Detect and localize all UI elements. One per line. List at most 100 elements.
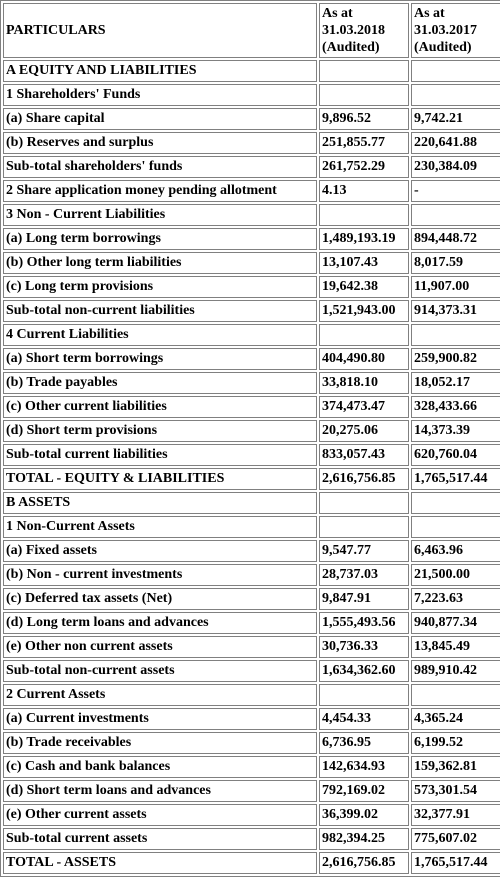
- row-label: (b) Trade payables: [3, 372, 317, 394]
- value-2017: 940,877.34: [411, 612, 500, 634]
- table-row: (c) Long term provisions 19,642.38 11,907.…: [3, 276, 500, 298]
- row-label: Sub-total current liabilities: [3, 444, 317, 466]
- value-2018: 33,818.10: [319, 372, 409, 394]
- table-row: 4 Current Liabilities: [3, 324, 500, 346]
- value-2017: 894,448.72: [411, 228, 500, 250]
- table-row: (b) Non - current investments 28,737.03 21…: [3, 564, 500, 586]
- value-2017: 230,384.09: [411, 156, 500, 178]
- row-label: B ASSETS: [3, 492, 317, 514]
- row-label: (e) Other current assets: [3, 804, 317, 826]
- row-label: (a) Share capital: [3, 108, 317, 130]
- table-row: Sub-total non-current assets 1,634,362.60…: [3, 660, 500, 682]
- table-row: (c) Other current liabilities 374,473.47 3…: [3, 396, 500, 418]
- row-label: A EQUITY AND LIABILITIES: [3, 60, 317, 82]
- value-2018: 1,555,493.56: [319, 612, 409, 634]
- value-2017: 13,845.49: [411, 636, 500, 658]
- row-label: 1 Non-Current Assets: [3, 516, 317, 538]
- value-2018: 792,169.02: [319, 780, 409, 802]
- header-particulars: PARTICULARS: [3, 3, 317, 58]
- row-label: Sub-total non-current assets: [3, 660, 317, 682]
- value-2018: 13,107.43: [319, 252, 409, 274]
- table-row: 3 Non - Current Liabilities: [3, 204, 500, 226]
- row-label: (c) Cash and bank balances: [3, 756, 317, 778]
- value-2018: 2,616,756.85: [319, 468, 409, 490]
- value-2017: 11,907.00: [411, 276, 500, 298]
- value-2017: [411, 684, 500, 706]
- value-2018: 9,547.77: [319, 540, 409, 562]
- value-2017: [411, 324, 500, 346]
- row-label: (b) Non - current investments: [3, 564, 317, 586]
- row-label: Sub-total shareholders' funds: [3, 156, 317, 178]
- value-2017: [411, 204, 500, 226]
- row-label: (a) Current investments: [3, 708, 317, 730]
- value-2017: 4,365.24: [411, 708, 500, 730]
- value-2018: 36,399.02: [319, 804, 409, 826]
- value-2018: 4,454.33: [319, 708, 409, 730]
- table-row: 2 Share application money pending allotm…: [3, 180, 500, 202]
- row-label: 4 Current Liabilities: [3, 324, 317, 346]
- table-row: (d) Short term loans and advances 792,169…: [3, 780, 500, 802]
- table-row: (a) Share capital 9,896.52 9,742.21: [3, 108, 500, 130]
- value-2017: 7,223.63: [411, 588, 500, 610]
- value-2017: 9,742.21: [411, 108, 500, 130]
- table-row: 2 Current Assets: [3, 684, 500, 706]
- row-label: (c) Long term provisions: [3, 276, 317, 298]
- table-row: TOTAL - EQUITY & LIABILITIES 2,616,756.85…: [3, 468, 500, 490]
- value-2017: 1,765,517.44: [411, 852, 500, 874]
- value-2018: 251,855.77: [319, 132, 409, 154]
- table-row: (a) Long term borrowings 1,489,193.19 894,…: [3, 228, 500, 250]
- table-row: TOTAL - ASSETS 2,616,756.85 1,765,517.44: [3, 852, 500, 874]
- value-2018: [319, 492, 409, 514]
- header-col-2017: As at 31.03.2017 (Audited): [411, 3, 500, 58]
- row-label: (b) Reserves and surplus: [3, 132, 317, 154]
- value-2018: 261,752.29: [319, 156, 409, 178]
- value-2017: -: [411, 180, 500, 202]
- value-2017: 775,607.02: [411, 828, 500, 850]
- value-2018: [319, 204, 409, 226]
- value-2018: 982,394.25: [319, 828, 409, 850]
- table-row: A EQUITY AND LIABILITIES: [3, 60, 500, 82]
- table-row: (c) Deferred tax assets (Net) 9,847.91 7,2…: [3, 588, 500, 610]
- value-2018: 142,634.93: [319, 756, 409, 778]
- value-2017: [411, 84, 500, 106]
- table-row: (a) Short term borrowings 404,490.80 259,9…: [3, 348, 500, 370]
- value-2017: [411, 60, 500, 82]
- row-label: (b) Trade receivables: [3, 732, 317, 754]
- value-2017: 220,641.88: [411, 132, 500, 154]
- value-2018: 2,616,756.85: [319, 852, 409, 874]
- value-2018: 1,489,193.19: [319, 228, 409, 250]
- row-label: (b) Other long term liabilities: [3, 252, 317, 274]
- header-col-2017-text: As at 31.03.2017 (Audited): [414, 6, 477, 55]
- header-col-2018-text: As at 31.03.2018 (Audited): [322, 6, 385, 55]
- value-2017: 32,377.91: [411, 804, 500, 826]
- row-label: 2 Current Assets: [3, 684, 317, 706]
- table-row: (b) Reserves and surplus 251,855.77 220,64…: [3, 132, 500, 154]
- row-label: (a) Short term borrowings: [3, 348, 317, 370]
- table-row: (a) Fixed assets 9,547.77 6,463.96: [3, 540, 500, 562]
- table-row: Sub-total shareholders' funds 261,752.29 2…: [3, 156, 500, 178]
- table-row: (e) Other non current assets 30,736.33 13,…: [3, 636, 500, 658]
- value-2017: 6,463.96: [411, 540, 500, 562]
- table-row: 1 Shareholders' Funds: [3, 84, 500, 106]
- row-label: (d) Short term loans and advances: [3, 780, 317, 802]
- value-2018: 28,737.03: [319, 564, 409, 586]
- value-2017: 328,433.66: [411, 396, 500, 418]
- table-row: (b) Trade payables 33,818.10 18,052.17: [3, 372, 500, 394]
- value-2018: [319, 684, 409, 706]
- value-2017: 1,765,517.44: [411, 468, 500, 490]
- value-2018: 6,736.95: [319, 732, 409, 754]
- row-label: (e) Other non current assets: [3, 636, 317, 658]
- table-row: (a) Current investments 4,454.33 4,365.24: [3, 708, 500, 730]
- row-label: (d) Short term provisions: [3, 420, 317, 442]
- header-row: PARTICULARS As at 31.03.2018 (Audited) A…: [3, 3, 500, 58]
- row-label: TOTAL - ASSETS: [3, 852, 317, 874]
- table-row: 1 Non-Current Assets: [3, 516, 500, 538]
- value-2018: 404,490.80: [319, 348, 409, 370]
- row-label: 2 Share application money pending allotm…: [3, 180, 317, 202]
- value-2017: [411, 492, 500, 514]
- row-label: (c) Other current liabilities: [3, 396, 317, 418]
- value-2017: 8,017.59: [411, 252, 500, 274]
- value-2017: 989,910.42: [411, 660, 500, 682]
- table-row: (b) Trade receivables 6,736.95 6,199.52: [3, 732, 500, 754]
- value-2018: 9,896.52: [319, 108, 409, 130]
